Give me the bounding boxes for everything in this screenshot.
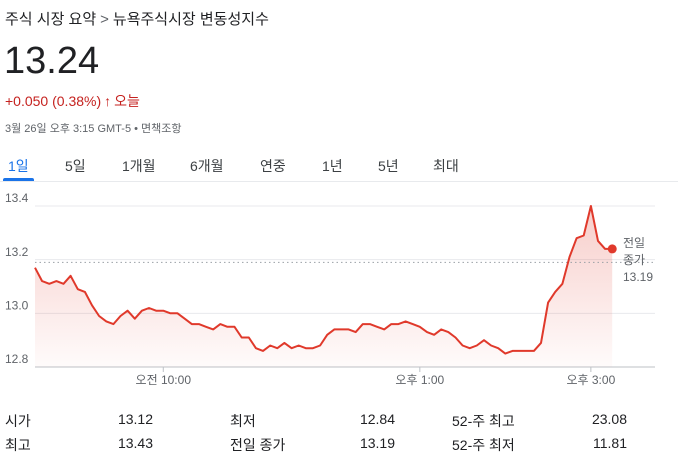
tab-indicator — [3, 178, 34, 181]
tab[interactable]: 1개월 — [122, 158, 156, 174]
breadcrumb-separator: > — [100, 11, 109, 28]
tab[interactable]: 최대 — [433, 158, 459, 174]
stat-label: 52-주 최저 — [452, 437, 515, 453]
y-tick-label: 12.8 — [5, 352, 29, 366]
y-tick-label: 13.0 — [5, 299, 29, 313]
timestamp-line: 3월 26일 오후 3:15 GMT-5 • 면책조항 — [5, 120, 184, 136]
stat-label: 52-주 최고 — [452, 413, 515, 429]
stat-value: 12.84 — [359, 411, 395, 427]
tab[interactable]: 1일 — [8, 158, 29, 174]
tab-divider — [0, 181, 678, 182]
price-line — [34, 205, 613, 355]
stat-value: 23.08 — [591, 411, 627, 427]
tab[interactable]: 5년 — [378, 158, 399, 174]
previous-close-label: 전일 — [623, 236, 645, 250]
previous-close-value: 13.19 — [623, 270, 653, 284]
change-arrow: ↑ — [104, 93, 112, 109]
x-tick-label: 오후 3:00 — [566, 373, 615, 387]
stat-label: 전일 종가 — [230, 437, 286, 453]
disclaimer-link[interactable]: 면책조항 — [140, 123, 182, 135]
price-change: +0.050 (0.38%) ↑ 오늘 — [5, 91, 143, 111]
change-period: 오늘 — [114, 93, 140, 109]
x-tick-label: 오전 10:00 — [136, 373, 192, 387]
y-tick-label: 13.2 — [5, 245, 29, 259]
last-point — [607, 244, 617, 254]
tab[interactable]: 6개월 — [190, 158, 224, 174]
timestamp: 3월 26일 오후 3:15 GMT-5 — [5, 123, 132, 135]
tab[interactable]: 연중 — [260, 158, 286, 174]
breadcrumb-link[interactable]: 주식 시장 요약 — [5, 11, 97, 28]
stat-value: 13.19 — [359, 435, 395, 451]
stat-label: 최저 — [230, 413, 256, 429]
tab[interactable]: 5일 — [65, 158, 86, 174]
separator: • — [134, 123, 138, 135]
price: 13.24 — [4, 40, 100, 82]
stat-label: 시가 — [5, 413, 31, 429]
stat-value: 13.12 — [117, 411, 153, 427]
stat-label: 최고 — [5, 437, 31, 453]
area — [35, 206, 613, 367]
change-value: +0.050 (0.38%) — [5, 93, 102, 109]
breadcrumb: 주식 시장 요약 > 뉴욕주식시장 변동성지수 — [5, 8, 273, 29]
y-tick-label: 13.4 — [5, 191, 29, 205]
stat-value: 13.43 — [117, 435, 153, 451]
x-tick-label: 오후 1:00 — [395, 373, 444, 387]
previous-close-label: 종가 — [623, 253, 645, 267]
breadcrumb-current: 뉴욕주식시장 변동성지수 — [112, 11, 269, 28]
stat-value: 11.81 — [593, 435, 627, 451]
tab[interactable]: 1년 — [322, 158, 343, 174]
